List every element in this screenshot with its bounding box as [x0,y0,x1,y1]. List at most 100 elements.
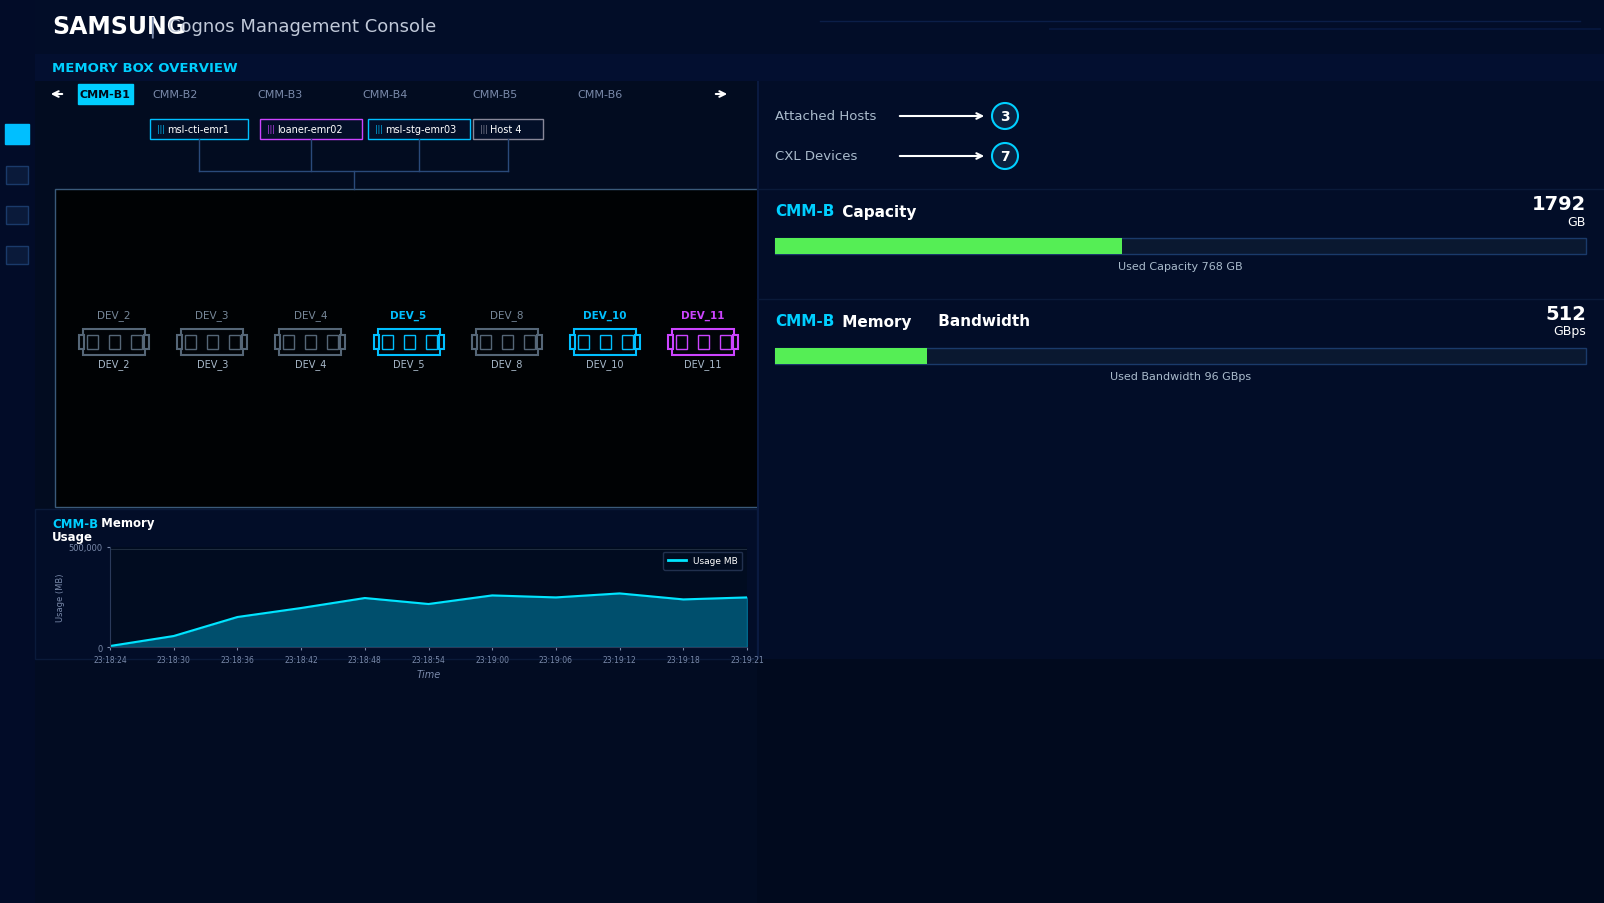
Text: |||: ||| [480,126,488,135]
Text: |||: ||| [375,126,383,135]
Text: DEV_3: DEV_3 [196,310,229,321]
Bar [132,335,143,349]
Bar [675,335,687,349]
Text: |||: ||| [266,126,274,135]
Text: DEV_2: DEV_2 [98,358,130,369]
Text: Memory: Memory [837,314,911,329]
Text: 512: 512 [1545,304,1586,323]
Bar [260,120,363,140]
Bar [667,335,674,349]
Bar [242,335,247,349]
Text: CMM-B: CMM-B [775,314,834,329]
Text: loaner-emr02: loaner-emr02 [277,125,343,135]
Bar [574,330,635,355]
Text: DEV_10: DEV_10 [582,310,627,321]
Text: DEV_2: DEV_2 [98,310,132,321]
Text: |||: ||| [157,126,165,135]
Text: DEV_4: DEV_4 [295,358,326,369]
Bar [775,238,1586,255]
Bar [207,335,218,349]
Bar [83,330,144,355]
Bar [377,330,439,355]
Bar [480,335,491,349]
Text: GBps: GBps [1553,325,1586,338]
Text: 7: 7 [1001,150,1011,163]
Bar [438,335,443,349]
Bar [184,335,196,349]
Text: msl-cti-emr1: msl-cti-emr1 [167,125,229,135]
Bar [327,335,338,349]
Bar [473,120,544,140]
Bar [109,335,120,349]
Text: CMM-B5: CMM-B5 [472,90,518,100]
Bar [144,335,149,349]
Bar [374,335,379,349]
Text: CMM-B1: CMM-B1 [80,90,130,100]
Bar [35,55,1604,82]
Bar [176,335,183,349]
Text: DEV_5: DEV_5 [393,358,423,369]
Bar [775,238,1123,255]
Bar [476,330,537,355]
Bar [698,335,709,349]
Bar [472,335,476,349]
Text: DEV_3: DEV_3 [197,358,228,369]
Bar [622,335,634,349]
Text: DEV_5: DEV_5 [390,310,427,321]
Text: DEV_10: DEV_10 [585,358,624,369]
Circle shape [991,144,1019,170]
Text: msl-stg-emr03: msl-stg-emr03 [385,125,456,135]
Bar [6,126,27,144]
Text: Used Capacity 768 GB: Used Capacity 768 GB [1118,262,1243,272]
Y-axis label: Usage (MB): Usage (MB) [56,573,66,621]
Bar [79,335,83,349]
Bar [537,335,542,349]
Text: Memory: Memory [96,517,154,530]
Bar [425,335,436,349]
Bar [757,82,1604,659]
Text: 3: 3 [1001,110,1011,124]
Text: MEMORY BOX OVERVIEW: MEMORY BOX OVERVIEW [51,62,237,76]
Bar [775,349,1586,365]
Bar [55,190,762,507]
Bar [284,335,295,349]
Bar [6,167,27,185]
Bar [5,125,29,144]
Legend: Usage MB: Usage MB [664,552,743,570]
Text: CMM-B2: CMM-B2 [152,90,197,100]
Bar [775,349,927,365]
Bar [35,82,757,509]
Text: CXL Devices: CXL Devices [775,150,858,163]
Bar [672,330,735,355]
Text: DEV_4: DEV_4 [294,310,327,321]
Text: CMM-B4: CMM-B4 [363,90,407,100]
Bar [523,335,534,349]
Bar [404,335,414,349]
Text: Used Bandwidth 96 GBps: Used Bandwidth 96 GBps [1110,372,1251,382]
Text: DEV_11: DEV_11 [685,358,722,369]
Text: DEV_8: DEV_8 [491,358,523,369]
Bar [35,509,757,903]
Text: Bandwidth: Bandwidth [934,314,1030,329]
Text: DEV_8: DEV_8 [489,310,523,321]
Text: SAMSUNG: SAMSUNG [51,15,186,39]
Text: Cognos Management Console: Cognos Management Console [168,18,436,36]
Text: 1792: 1792 [1532,194,1586,213]
Text: GB: GB [1567,215,1586,228]
Bar [6,247,27,265]
Bar [279,330,342,355]
Text: CMM-B6: CMM-B6 [577,90,622,100]
Bar [151,120,249,140]
Bar [757,82,759,659]
Bar [305,335,316,349]
Bar [229,335,241,349]
Bar [367,120,470,140]
Bar [6,207,27,225]
Text: CMM-B: CMM-B [51,517,98,530]
X-axis label: Time: Time [417,669,441,679]
Bar [35,0,1604,55]
Bar [79,85,133,105]
Text: DEV_11: DEV_11 [682,310,725,321]
Bar [569,335,574,349]
Bar [181,330,244,355]
